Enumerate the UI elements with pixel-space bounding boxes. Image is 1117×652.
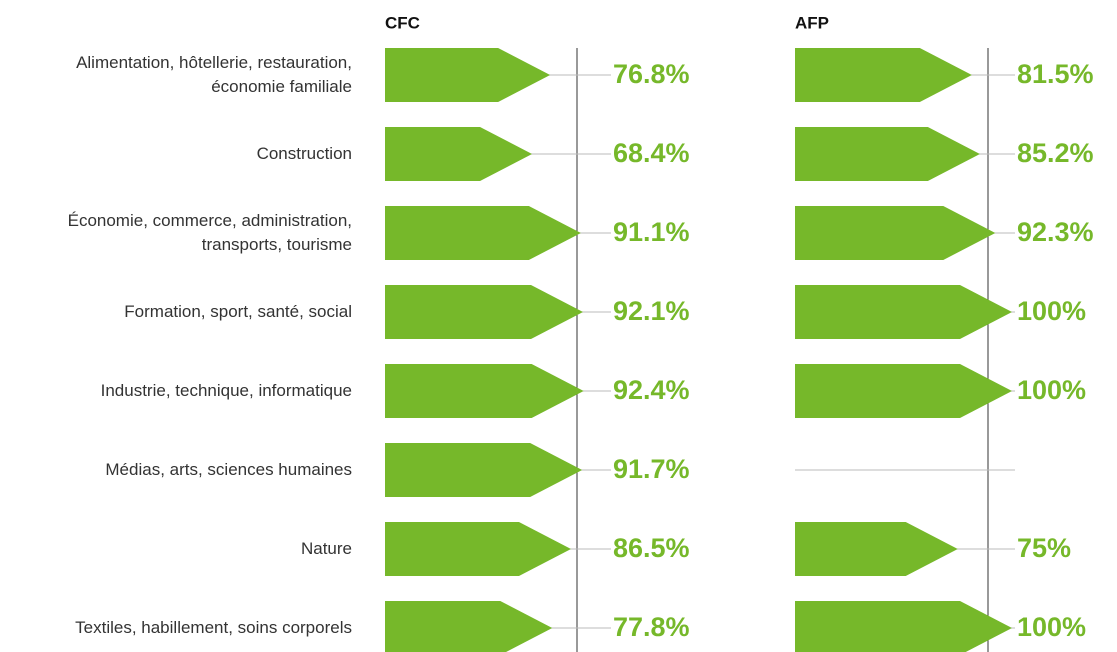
arrow-bar (385, 522, 571, 576)
category-label: Textiles, habillement, soins corporels (75, 618, 352, 637)
value-label: 68.4% (613, 138, 690, 168)
value-label: 81.5% (1017, 59, 1094, 89)
category-label: Médias, arts, sciences humaines (105, 460, 352, 479)
category-label: Formation, sport, santé, social (124, 302, 352, 321)
arrow-bar (385, 285, 584, 339)
value-label: 100% (1017, 296, 1086, 326)
arrow-bar (385, 601, 553, 652)
arrow-bar (385, 443, 583, 497)
value-label: 86.5% (613, 533, 690, 563)
panel-title: CFC (385, 13, 420, 32)
arrow-bar (795, 522, 958, 576)
value-label: 91.1% (613, 217, 690, 247)
arrow-bar (795, 601, 1012, 652)
arrow-bar (795, 127, 980, 181)
category-label: Économie, commerce, administration, tran… (67, 211, 352, 254)
value-label: 85.2% (1017, 138, 1094, 168)
category-label: Alimentation, hôtellerie, restauration, … (76, 53, 352, 96)
value-label: 77.8% (613, 612, 690, 642)
category-label: Industrie, technique, informatique (100, 381, 352, 400)
value-label: 92.3% (1017, 217, 1094, 247)
category-label: Nature (300, 539, 352, 558)
value-label: 100% (1017, 375, 1086, 405)
value-label: 92.1% (613, 296, 690, 326)
value-label: 92.4% (613, 375, 690, 405)
arrow-bar (795, 285, 1012, 339)
category-label: Construction (256, 144, 352, 163)
arrow-bar (795, 206, 996, 260)
arrow-bar (795, 48, 972, 102)
value-label: 75% (1017, 533, 1071, 563)
arrow-bar (385, 206, 581, 260)
value-label: 100% (1017, 612, 1086, 642)
arrow-bar (385, 127, 533, 181)
arrow-bar (385, 48, 551, 102)
arrow-bar (385, 364, 584, 418)
value-label: 76.8% (613, 59, 690, 89)
value-label: 91.7% (613, 454, 690, 484)
panel-title: AFP (795, 13, 829, 32)
arrow-bar (795, 364, 1012, 418)
